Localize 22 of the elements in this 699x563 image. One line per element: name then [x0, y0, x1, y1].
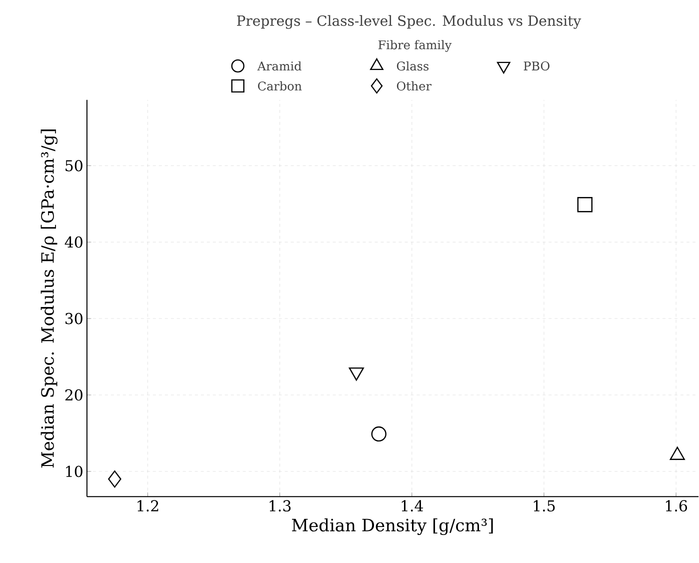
- x-axis-title: Median Density [g/cm³]: [292, 518, 493, 536]
- legend-label: Other: [396, 82, 432, 91]
- legend-label: Glass: [396, 62, 429, 71]
- x-tick-label: 1.2: [138, 500, 158, 512]
- point: [577, 197, 593, 212]
- point: [108, 470, 122, 488]
- y-tick-label: 50: [66, 160, 82, 172]
- y-tick-label: 10: [66, 466, 82, 478]
- x-tick-label: 1.6: [666, 500, 688, 512]
- chart-title: Prepregs – Class-level Spec. Modulus vs Density: [237, 15, 582, 30]
- legend-title: Fibre family: [378, 40, 452, 52]
- x-tick-label: 1.4: [402, 500, 424, 512]
- legend-label: Carbon: [258, 82, 302, 91]
- y-tick-label: 30: [65, 313, 82, 324]
- y-tick-label: 40: [64, 236, 82, 248]
- legend-label: PBO: [524, 62, 550, 71]
- x-tick-label: 1.3: [270, 500, 291, 512]
- y-tick-label: 20: [65, 390, 82, 401]
- point: [371, 426, 386, 442]
- legend-label: Aramid: [257, 62, 302, 71]
- x-tick-label: 1.5: [534, 500, 555, 512]
- y-axis-title: Median Spec. Modulus E/ρ [GPa·cm³/g]: [40, 130, 58, 468]
